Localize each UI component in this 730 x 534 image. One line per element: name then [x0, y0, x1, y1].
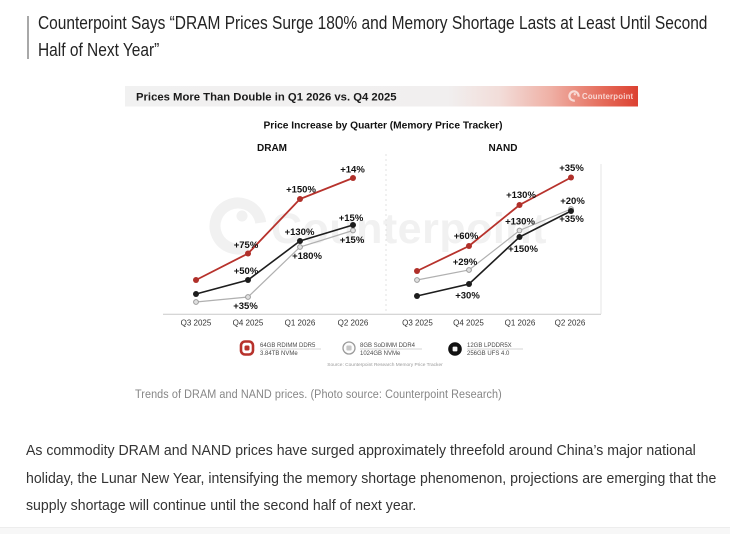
- svg-text:Q4 2025: Q4 2025: [453, 319, 484, 328]
- svg-text:+150%: +150%: [508, 244, 538, 255]
- svg-text:1024GB NVMe: 1024GB NVMe: [360, 351, 401, 357]
- svg-text:12GB LPDDR5X: 12GB LPDDR5X: [467, 343, 512, 349]
- svg-text:+20%: +20%: [560, 196, 585, 207]
- svg-text:Counterpoint: Counterpoint: [582, 92, 634, 101]
- svg-text:64GB RDIMM DDR5: 64GB RDIMM DDR5: [260, 343, 316, 349]
- svg-text:Q1 2026: Q1 2026: [285, 319, 316, 328]
- svg-text:+35%: +35%: [559, 214, 584, 225]
- svg-text:8GB SoDIMM DDR4: 8GB SoDIMM DDR4: [360, 343, 416, 349]
- svg-text:256GB UFS 4.0: 256GB UFS 4.0: [467, 351, 510, 357]
- svg-text:+130%: +130%: [506, 190, 536, 201]
- svg-text:+15%: +15%: [340, 235, 365, 246]
- svg-text:Q2 2026: Q2 2026: [338, 319, 369, 328]
- svg-text:+29%: +29%: [453, 257, 478, 268]
- svg-text:Source: Counterpoint Research: Source: Counterpoint Research Memory Pri…: [327, 362, 443, 368]
- svg-text:DRAM: DRAM: [257, 143, 287, 154]
- svg-text:+180%: +180%: [292, 251, 322, 262]
- svg-text:3.84TB NVMe: 3.84TB NVMe: [260, 351, 298, 357]
- svg-text:Q1 2026: Q1 2026: [505, 319, 536, 328]
- svg-text:Q3 2025: Q3 2025: [181, 319, 212, 328]
- svg-text:+14%: +14%: [340, 165, 365, 176]
- svg-text:+150%: +150%: [286, 185, 316, 196]
- svg-text:+30%: +30%: [455, 291, 480, 302]
- svg-text:+35%: +35%: [233, 301, 258, 312]
- svg-text:Price Increase by Quarter (Mem: Price Increase by Quarter (Memory Price …: [264, 121, 503, 132]
- svg-text:Q2 2026: Q2 2026: [555, 319, 586, 328]
- svg-text:+60%: +60%: [454, 231, 479, 242]
- svg-text:+130%: +130%: [285, 227, 315, 238]
- svg-text:+35%: +35%: [559, 163, 584, 174]
- svg-text:+15%: +15%: [339, 213, 364, 224]
- svg-text:+75%: +75%: [234, 240, 259, 251]
- svg-text:NAND: NAND: [489, 143, 518, 154]
- svg-text:+130%: +130%: [505, 217, 535, 228]
- svg-text:Q3 2025: Q3 2025: [402, 319, 433, 328]
- svg-text:Prices More Than Double in Q1: Prices More Than Double in Q1 2026 vs. Q…: [136, 92, 397, 104]
- svg-text:+50%: +50%: [234, 266, 259, 277]
- svg-text:Q4 2025: Q4 2025: [233, 319, 264, 328]
